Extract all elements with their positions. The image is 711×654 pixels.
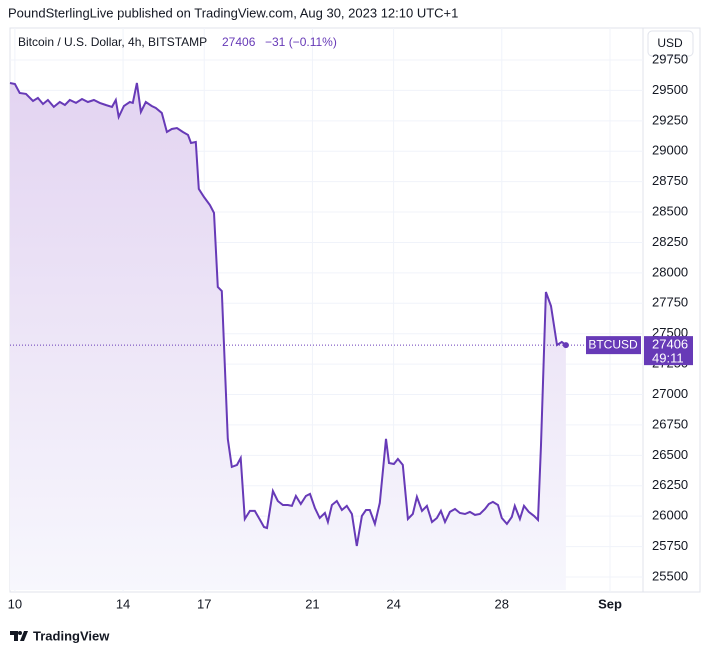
- countdown-label: 49:11: [652, 351, 684, 366]
- price-tag: [644, 336, 693, 366]
- y-tick-label: 27750: [652, 295, 688, 310]
- y-tick-label: 28500: [652, 203, 688, 218]
- x-tick-label: Sep: [598, 596, 622, 611]
- y-tick-label: 29000: [652, 143, 688, 158]
- y-tick-label: 29750: [652, 51, 688, 66]
- y-tick-label: 28250: [652, 234, 688, 249]
- y-tick-label: 25500: [652, 568, 688, 583]
- legend-price: 27406: [222, 35, 256, 49]
- chart-title: Bitcoin / U.S. Dollar, 4h, BITSTAMP: [18, 35, 207, 49]
- legend-change: −31 (−0.11%): [265, 35, 337, 49]
- x-tick-label: 28: [495, 596, 509, 611]
- y-tick-label: 28750: [652, 173, 688, 188]
- y-tick-label: 25750: [652, 538, 688, 553]
- x-tick-label: 10: [8, 596, 22, 611]
- y-tick-label: 26750: [652, 416, 688, 431]
- y-tick-label: 26500: [652, 447, 688, 462]
- y-tick-label: 29500: [652, 82, 688, 97]
- x-tick-label: 14: [116, 596, 130, 611]
- currency-label: USD: [657, 36, 683, 50]
- footer-brand: TradingView: [33, 628, 110, 643]
- y-tick-label: 29250: [652, 112, 688, 127]
- last-point: [562, 342, 569, 349]
- y-tick-label: 26000: [652, 508, 688, 523]
- price-line: [9, 82, 567, 547]
- x-tick-label: 24: [386, 596, 400, 611]
- footer-logo: [10, 631, 28, 641]
- currency-button[interactable]: [647, 30, 694, 57]
- symbol-tag: [586, 336, 641, 355]
- x-tick-label: 17: [197, 596, 211, 611]
- area-fill: [10, 83, 566, 590]
- x-tick-label: 21: [305, 596, 319, 611]
- header: PoundSterlingLive published on TradingVi…: [8, 5, 458, 20]
- y-tick-label: 27000: [652, 386, 688, 401]
- y-tick-label: 26250: [652, 477, 688, 492]
- symbol-tag-label: BTCUSD: [588, 337, 638, 351]
- y-tick-label: 28000: [652, 264, 688, 279]
- price-tag-label: 27406: [652, 337, 688, 352]
